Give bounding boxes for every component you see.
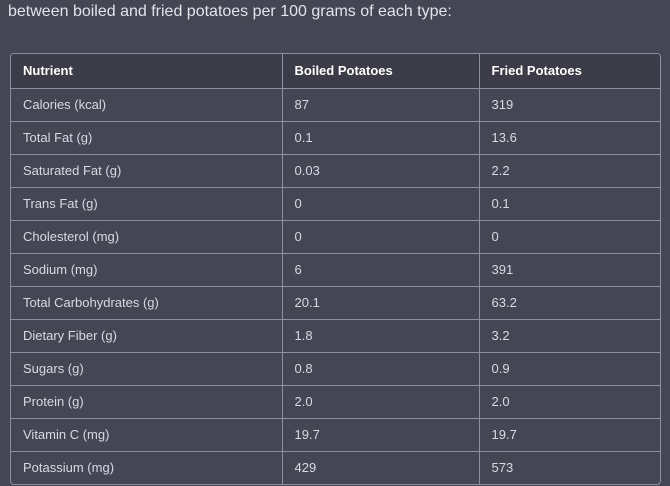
header-fried-potatoes: Fried Potatoes — [479, 54, 660, 89]
fried-value-cell: 2.0 — [479, 385, 660, 419]
table-row: Calories (kcal) 87 319 — [11, 88, 660, 122]
fried-value-cell: 19.7 — [479, 418, 660, 452]
fried-value-cell: 13.6 — [479, 121, 660, 155]
boiled-value-cell: 1.8 — [282, 319, 480, 353]
table-row: Potassium (mg) 429 573 — [11, 451, 660, 484]
boiled-value-cell: 2.0 — [282, 385, 480, 419]
boiled-value-cell: 0.8 — [282, 352, 480, 386]
boiled-value-cell: 0 — [282, 220, 480, 254]
nutrient-cell: Sodium (mg) — [11, 253, 283, 287]
fried-value-cell: 0 — [479, 220, 660, 254]
table-row: Total Carbohydrates (g) 20.1 63.2 — [11, 286, 660, 320]
fried-value-cell: 0.9 — [479, 352, 660, 386]
boiled-value-cell: 0 — [282, 187, 480, 221]
table-row: Total Fat (g) 0.1 13.6 — [11, 121, 660, 155]
table-row: Vitamin C (mg) 19.7 19.7 — [11, 418, 660, 452]
nutrition-table: Nutrient Boiled Potatoes Fried Potatoes … — [10, 53, 661, 485]
boiled-value-cell: 87 — [282, 88, 480, 122]
boiled-value-cell: 19.7 — [282, 418, 480, 452]
table-row: Protein (g) 2.0 2.0 — [11, 385, 660, 419]
fried-value-cell: 391 — [479, 253, 660, 287]
fried-value-cell: 2.2 — [479, 154, 660, 188]
table-row: Dietary Fiber (g) 1.8 3.2 — [11, 319, 660, 353]
table-row: Sodium (mg) 6 391 — [11, 253, 660, 287]
fried-value-cell: 319 — [479, 88, 660, 122]
nutrient-cell: Trans Fat (g) — [11, 187, 283, 221]
nutrient-cell: Saturated Fat (g) — [11, 154, 283, 188]
table-header-row: Nutrient Boiled Potatoes Fried Potatoes — [11, 54, 660, 89]
nutrient-cell: Sugars (g) — [11, 352, 283, 386]
boiled-value-cell: 429 — [282, 451, 480, 484]
fried-value-cell: 63.2 — [479, 286, 660, 320]
header-nutrient: Nutrient — [11, 54, 283, 89]
fried-value-cell: 573 — [491, 460, 514, 476]
table-body: Calories (kcal) 87 319 Total Fat (g) 0.1 13.6… — [11, 88, 660, 484]
fried-value-cell: 0.1 — [479, 187, 660, 221]
nutrient-cell: Cholesterol (mg) — [11, 220, 283, 254]
boiled-value-cell: 0.1 — [282, 121, 480, 155]
table-row: Saturated Fat (g) 0.03 2.2 — [11, 154, 660, 188]
boiled-value-cell: 6 — [282, 253, 480, 287]
intro-text: between boiled and fried potatoes per 10… — [8, 3, 452, 20]
nutrient-cell: Protein (g) — [11, 385, 283, 419]
boiled-value-cell: 20.1 — [282, 286, 480, 320]
table-row: Trans Fat (g) 0 0.1 — [11, 187, 660, 221]
nutrient-cell: Calories (kcal) — [11, 88, 283, 122]
nutrient-cell: Vitamin C (mg) — [11, 418, 283, 452]
nutrient-cell: Potassium (mg) — [11, 451, 283, 484]
nutrient-cell: Dietary Fiber (g) — [11, 319, 283, 353]
fried-value-cell: 3.2 — [479, 319, 660, 353]
header-boiled-potatoes: Boiled Potatoes — [282, 54, 480, 89]
table-row: Sugars (g) 0.8 0.9 — [11, 352, 660, 386]
nutrient-cell: Total Carbohydrates (g) — [11, 286, 283, 320]
table-row: Cholesterol (mg) 0 0 — [11, 220, 660, 254]
boiled-value-cell: 0.03 — [282, 154, 480, 188]
nutrient-cell: Total Fat (g) — [11, 121, 283, 155]
